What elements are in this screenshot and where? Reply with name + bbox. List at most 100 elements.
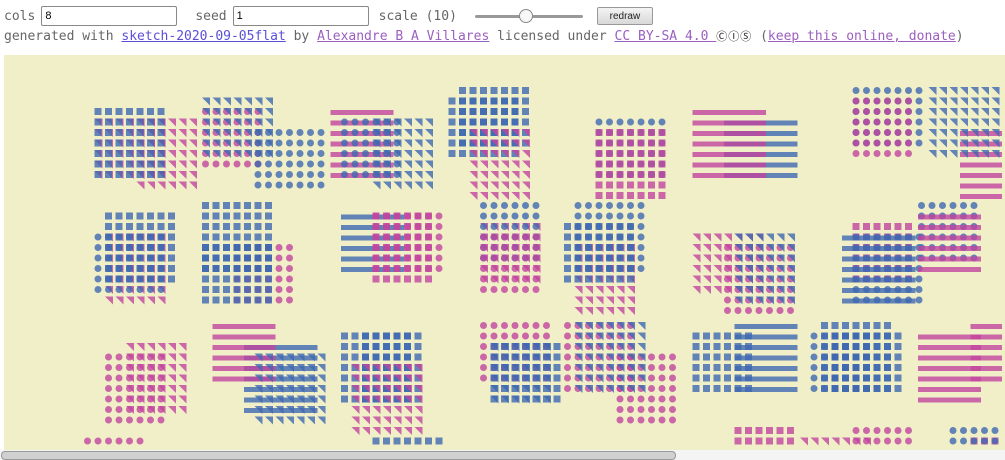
glyph <box>755 366 766 371</box>
glyph <box>490 150 499 158</box>
glyph <box>233 265 241 272</box>
glyph <box>383 160 390 168</box>
glyph <box>553 374 561 382</box>
glyph <box>372 364 381 372</box>
glyph <box>351 385 360 393</box>
seed-input[interactable] <box>232 6 369 26</box>
glyph <box>372 150 380 157</box>
glyph <box>766 296 774 305</box>
glyph <box>94 108 102 115</box>
glyph <box>448 118 456 126</box>
glyph <box>296 139 304 147</box>
glyph <box>480 181 488 190</box>
glyph <box>307 171 314 178</box>
glyph <box>393 160 401 168</box>
glyph <box>616 416 624 424</box>
glyph <box>745 110 756 115</box>
sketch-cell <box>202 202 293 304</box>
slider-handle[interactable] <box>518 9 533 23</box>
glyph <box>532 233 540 241</box>
glyph <box>414 374 423 383</box>
glyph <box>115 406 123 413</box>
glyph <box>991 324 1002 329</box>
glyph <box>991 376 1002 382</box>
glyph <box>606 212 613 220</box>
glyph <box>178 364 187 372</box>
glyph <box>939 108 947 116</box>
glyph <box>692 374 700 382</box>
glyph <box>501 286 508 293</box>
glyph <box>532 395 540 403</box>
glyph <box>627 385 635 393</box>
glyph <box>147 385 154 392</box>
glyph <box>372 171 380 178</box>
glyph <box>414 129 423 137</box>
glyph <box>884 267 895 272</box>
glyph <box>147 374 154 382</box>
glyph <box>532 374 540 382</box>
glyph <box>254 385 263 393</box>
glyph <box>115 364 123 371</box>
glyph <box>852 97 860 105</box>
glyph <box>202 129 210 137</box>
glyph <box>787 244 795 252</box>
glyph <box>627 395 634 403</box>
glyph <box>585 385 593 393</box>
glyph <box>776 437 784 445</box>
glyph <box>810 364 818 371</box>
glyph <box>501 244 508 251</box>
glyph <box>894 223 902 230</box>
glyph <box>960 202 967 209</box>
glyph <box>564 364 571 371</box>
glyph <box>126 171 133 178</box>
redraw-button[interactable]: redraw <box>596 7 653 25</box>
glyph <box>372 139 380 147</box>
glyph <box>490 129 499 137</box>
glyph <box>949 427 957 434</box>
glyph <box>939 334 950 340</box>
sketch-link[interactable]: sketch-2020-09-05flat <box>121 29 286 44</box>
glyph <box>991 427 999 434</box>
glyph <box>776 244 785 252</box>
glyph <box>981 162 992 168</box>
glyph <box>724 364 731 371</box>
glyph <box>918 235 929 241</box>
glyph <box>265 324 276 329</box>
glyph <box>724 265 732 273</box>
glyph <box>136 364 144 371</box>
glyph <box>490 275 498 283</box>
glyph <box>787 120 798 126</box>
scale-slider[interactable] <box>474 9 583 23</box>
glyph <box>522 385 529 392</box>
scrollbar-thumb[interactable] <box>1 451 676 460</box>
sketch-canvas[interactable] <box>4 55 1005 450</box>
license-link[interactable]: CC BY-SA 4.0 <box>614 29 717 44</box>
glyph <box>404 150 412 158</box>
sketch-cell <box>842 223 923 304</box>
author-link[interactable]: Alexandre B A Villares <box>317 29 490 44</box>
glyph <box>637 160 645 168</box>
glyph <box>949 108 958 116</box>
glyph <box>595 223 603 230</box>
cols-input[interactable] <box>41 6 178 26</box>
glyph <box>627 181 634 189</box>
glyph <box>511 322 519 329</box>
glyph <box>265 275 272 283</box>
glyph <box>136 223 144 230</box>
glyph <box>863 427 870 434</box>
glyph <box>147 286 154 293</box>
glyph <box>724 286 732 294</box>
glyph <box>564 223 571 230</box>
glyph <box>766 307 773 314</box>
glyph <box>147 139 154 147</box>
glyph <box>648 150 655 157</box>
glyph <box>970 256 981 262</box>
glyph <box>317 160 325 168</box>
glyph <box>939 366 950 371</box>
glyph <box>745 296 753 305</box>
glyph <box>168 233 175 241</box>
sketch-cell <box>330 110 433 190</box>
glyph <box>724 385 731 392</box>
donate-link[interactable]: keep this online, donate <box>767 29 956 44</box>
horizontal-scrollbar[interactable] <box>0 450 1005 460</box>
